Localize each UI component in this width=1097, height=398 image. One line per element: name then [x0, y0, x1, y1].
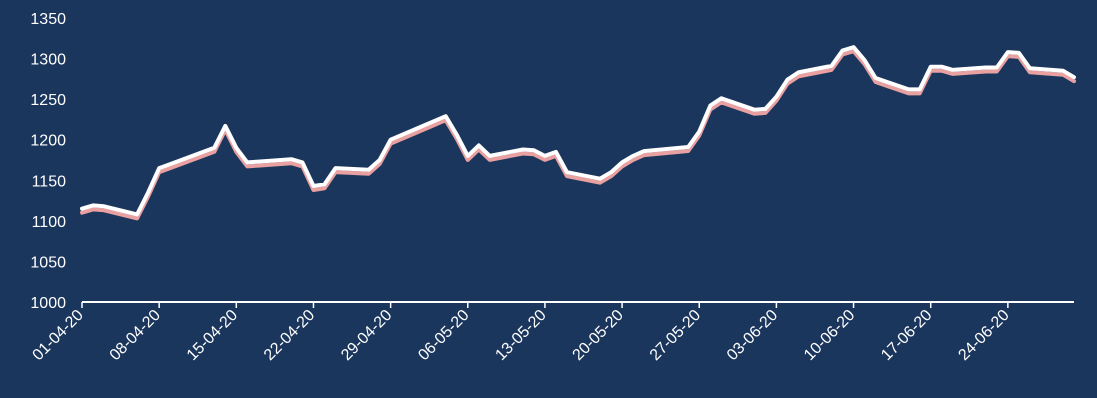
series-line — [80, 45, 1076, 217]
x-axis-ticks: 01-04-20 08-04-20 15-04-20 22-04-20 29-04-20… — [30, 302, 1013, 364]
x-tick-label: 08-04-20 — [107, 307, 164, 364]
y-tick-label: 1150 — [32, 173, 67, 190]
y-tick-label: 1100 — [32, 214, 67, 231]
x-tick-label: 24-06-20 — [955, 307, 1012, 364]
y-tick-label: 1300 — [30, 52, 66, 69]
x-tick-label: 01-04-20 — [30, 307, 87, 364]
x-tick-label: 03-06-20 — [724, 307, 781, 364]
x-tick-label: 10-06-20 — [801, 307, 858, 364]
x-tick-label: 06-05-20 — [415, 307, 472, 364]
y-tick-label: 1200 — [30, 133, 66, 150]
x-tick-label: 17-06-20 — [878, 307, 935, 364]
x-tick-label: 15-04-20 — [184, 307, 241, 364]
x-tick-label: 29-04-20 — [338, 307, 395, 364]
x-tick-label: 13-05-20 — [492, 307, 549, 364]
x-tick-label: 20-05-20 — [570, 307, 627, 364]
drop-lines — [81, 47, 1075, 302]
y-tick-label: 1350 — [30, 11, 66, 28]
y-tick-label: 1000 — [30, 295, 66, 312]
y-tick-label: 1050 — [30, 254, 66, 271]
series-line-shadow — [80, 49, 1076, 221]
y-axis-ticks: 1000 1050 1100 1150 1200 1250 1300 1350 — [30, 11, 66, 312]
x-tick-label: 22-04-20 — [261, 307, 318, 364]
y-tick-label: 1250 — [30, 92, 66, 109]
x-tick-label: 27-05-20 — [647, 307, 704, 364]
